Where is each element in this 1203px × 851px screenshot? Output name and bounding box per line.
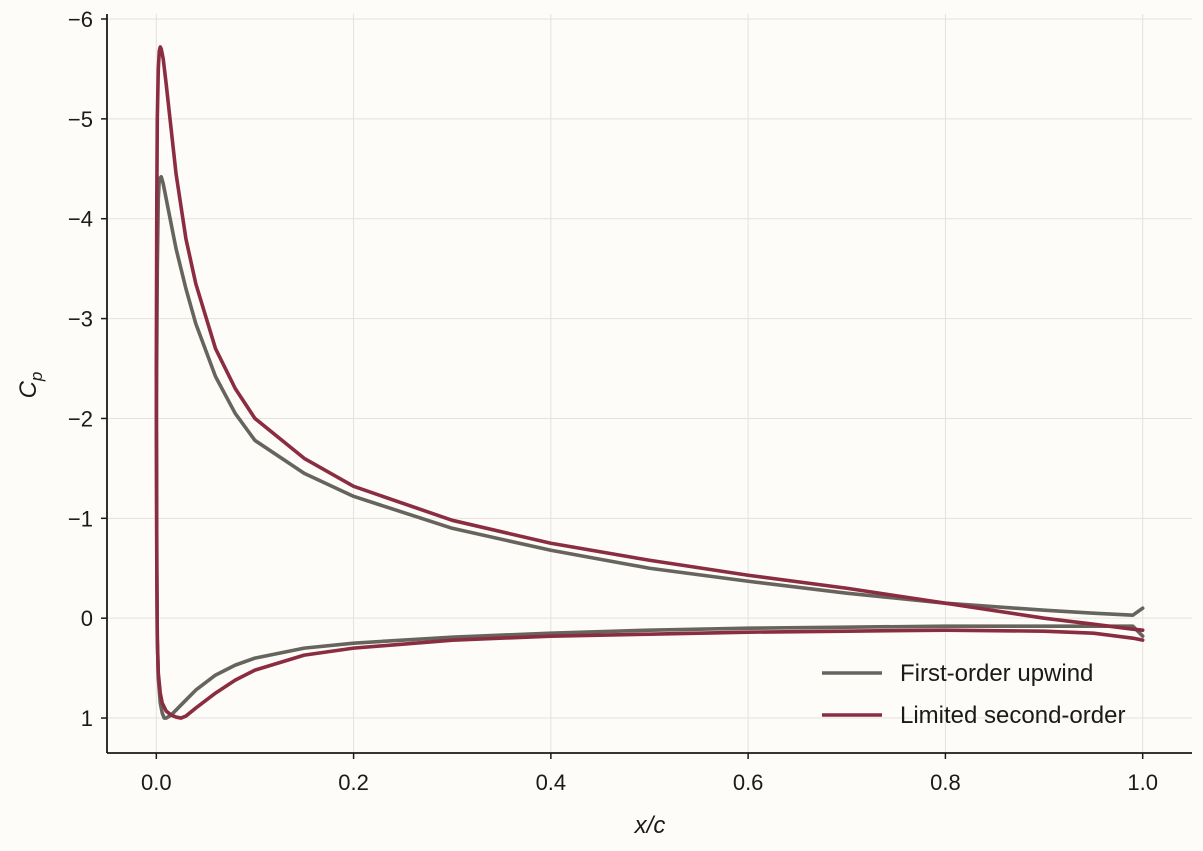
legend-label: First-order upwind bbox=[900, 660, 1093, 687]
x-tick-label: 0.8 bbox=[930, 770, 961, 795]
tick-labels: 0.0 0.2 0.4 0.6 0.8 1.0 −6 −5 −4 −3 −2 −1 0 1 bbox=[68, 7, 1158, 795]
grid-lines bbox=[107, 14, 1192, 753]
x-tick-label: 1.0 bbox=[1127, 770, 1158, 795]
axes bbox=[101, 14, 1192, 759]
y-tick-label: −6 bbox=[68, 7, 93, 32]
y-tick-label: −4 bbox=[68, 207, 93, 232]
x-tick-label: 0.4 bbox=[536, 770, 567, 795]
legend-label: Limited second-order bbox=[900, 702, 1125, 729]
series-line-first-order-upwind bbox=[154, 174, 1145, 720]
legend: First-order upwind Limited second-order bbox=[822, 660, 1125, 729]
y-tick-label: 0 bbox=[81, 606, 93, 631]
x-tick-label: 0.2 bbox=[338, 770, 369, 795]
y-tick-label: −3 bbox=[68, 307, 93, 332]
y-axis-title-main: C bbox=[15, 380, 42, 398]
y-axis-title-subscript: p bbox=[27, 372, 46, 382]
y-tick-label: 1 bbox=[81, 706, 93, 731]
series-lines bbox=[154, 45, 1145, 720]
y-tick-label: −2 bbox=[68, 406, 93, 431]
x-axis-title: x/c bbox=[634, 812, 666, 839]
series-line-limited-second-order bbox=[154, 45, 1145, 720]
x-tick-label: 0.0 bbox=[141, 770, 172, 795]
x-tick-label: 0.6 bbox=[733, 770, 764, 795]
y-tick-label: −5 bbox=[68, 107, 93, 132]
y-axis-title: Cp bbox=[15, 372, 46, 399]
y-tick-label: −1 bbox=[68, 506, 93, 531]
